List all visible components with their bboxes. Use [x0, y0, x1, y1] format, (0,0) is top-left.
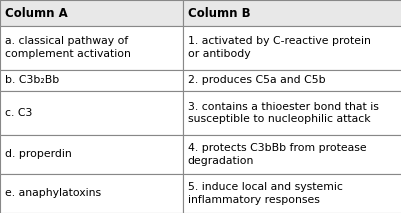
Bar: [0, 174, 182, 213]
Bar: [0, 26, 182, 70]
Text: 1. activated by C-reactive protein
or antibody: 1. activated by C-reactive protein or an…: [187, 36, 370, 59]
Text: b. C3b₂Bb: b. C3b₂Bb: [5, 75, 59, 85]
Text: a. classical pathway of
complement activation: a. classical pathway of complement activ…: [5, 36, 130, 59]
Bar: [182, 70, 401, 91]
Text: d. properdin: d. properdin: [5, 149, 71, 159]
Bar: [0, 0, 182, 26]
Bar: [182, 174, 401, 213]
Bar: [182, 91, 401, 135]
Bar: [182, 0, 401, 26]
Bar: [0, 91, 182, 135]
Bar: [0, 135, 182, 174]
Text: 2. produces C5a and C5b: 2. produces C5a and C5b: [187, 75, 324, 85]
Text: 4. protects C3bBb from protease
degradation: 4. protects C3bBb from protease degradat…: [187, 143, 365, 166]
Text: 5. induce local and systemic
inflammatory responses: 5. induce local and systemic inflammator…: [187, 182, 342, 205]
Text: e. anaphylatoxins: e. anaphylatoxins: [5, 189, 101, 199]
Text: 3. contains a thioester bond that is
susceptible to nucleophilic attack: 3. contains a thioester bond that is sus…: [187, 102, 378, 124]
Bar: [182, 26, 401, 70]
Text: Column A: Column A: [5, 7, 67, 20]
Bar: [182, 135, 401, 174]
Bar: [0, 70, 182, 91]
Text: c. C3: c. C3: [5, 108, 32, 118]
Text: Column B: Column B: [187, 7, 250, 20]
